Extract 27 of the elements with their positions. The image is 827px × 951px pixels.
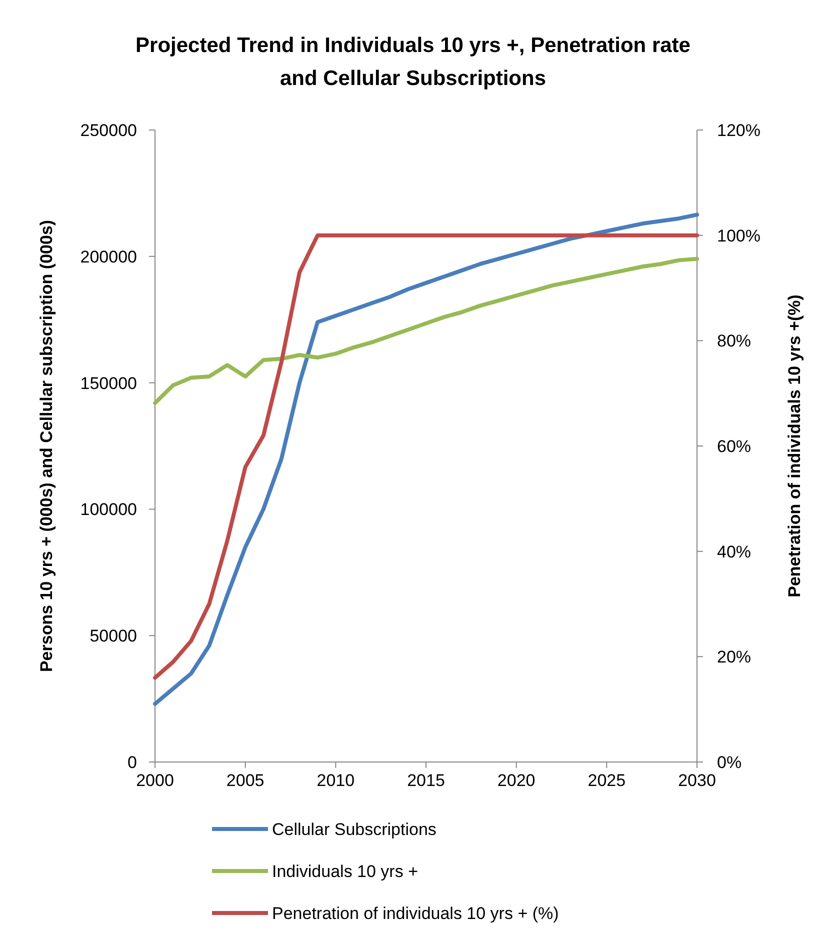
y2-tick-label: 20% bbox=[717, 648, 752, 667]
y-tick-label: 50000 bbox=[90, 626, 137, 646]
line-series bbox=[153, 256, 699, 406]
legend-label: Cellular Subscriptions bbox=[272, 820, 436, 839]
y-axis-title: Persons 10 yrs + (000s) and Cellular subscription (000s) bbox=[37, 220, 56, 672]
y2-tick-label: 80% bbox=[717, 332, 752, 351]
legend-label: Individuals 10 yrs + bbox=[272, 862, 418, 881]
y2-tick-label: 120% bbox=[717, 120, 760, 140]
x-tick-label: 2005 bbox=[226, 771, 264, 790]
y2-axis-title: Penetration of individuals 10 yrs +(%) bbox=[785, 294, 804, 598]
x-tick-label: 2025 bbox=[588, 771, 626, 790]
y-tick-label: 150000 bbox=[80, 374, 137, 393]
legend-label: Penetration of individuals 10 yrs + (%) bbox=[272, 904, 559, 923]
x-tick-label: 2010 bbox=[316, 771, 355, 790]
y-tick-label: 100000 bbox=[80, 500, 137, 520]
y-tick-label: 0 bbox=[128, 752, 137, 772]
x-tick-label: 2015 bbox=[407, 771, 445, 790]
x-tick-label: 2000 bbox=[136, 771, 174, 790]
y-tick-label: 200000 bbox=[80, 247, 137, 266]
chart-title: Projected Trend in Individuals 10 yrs +, Penetration rate and Cellular Subscriptions bbox=[136, 34, 690, 90]
y2-tick-label: 100% bbox=[717, 226, 760, 246]
y2-tick-label: 60% bbox=[717, 436, 752, 456]
y-tick-label: 250000 bbox=[80, 120, 137, 140]
x-tick-label: 2020 bbox=[497, 771, 536, 790]
y2-tick-label: 40% bbox=[717, 542, 752, 562]
y2-tick-label: 0% bbox=[717, 752, 742, 772]
x-tick-label: 2030 bbox=[678, 771, 716, 790]
